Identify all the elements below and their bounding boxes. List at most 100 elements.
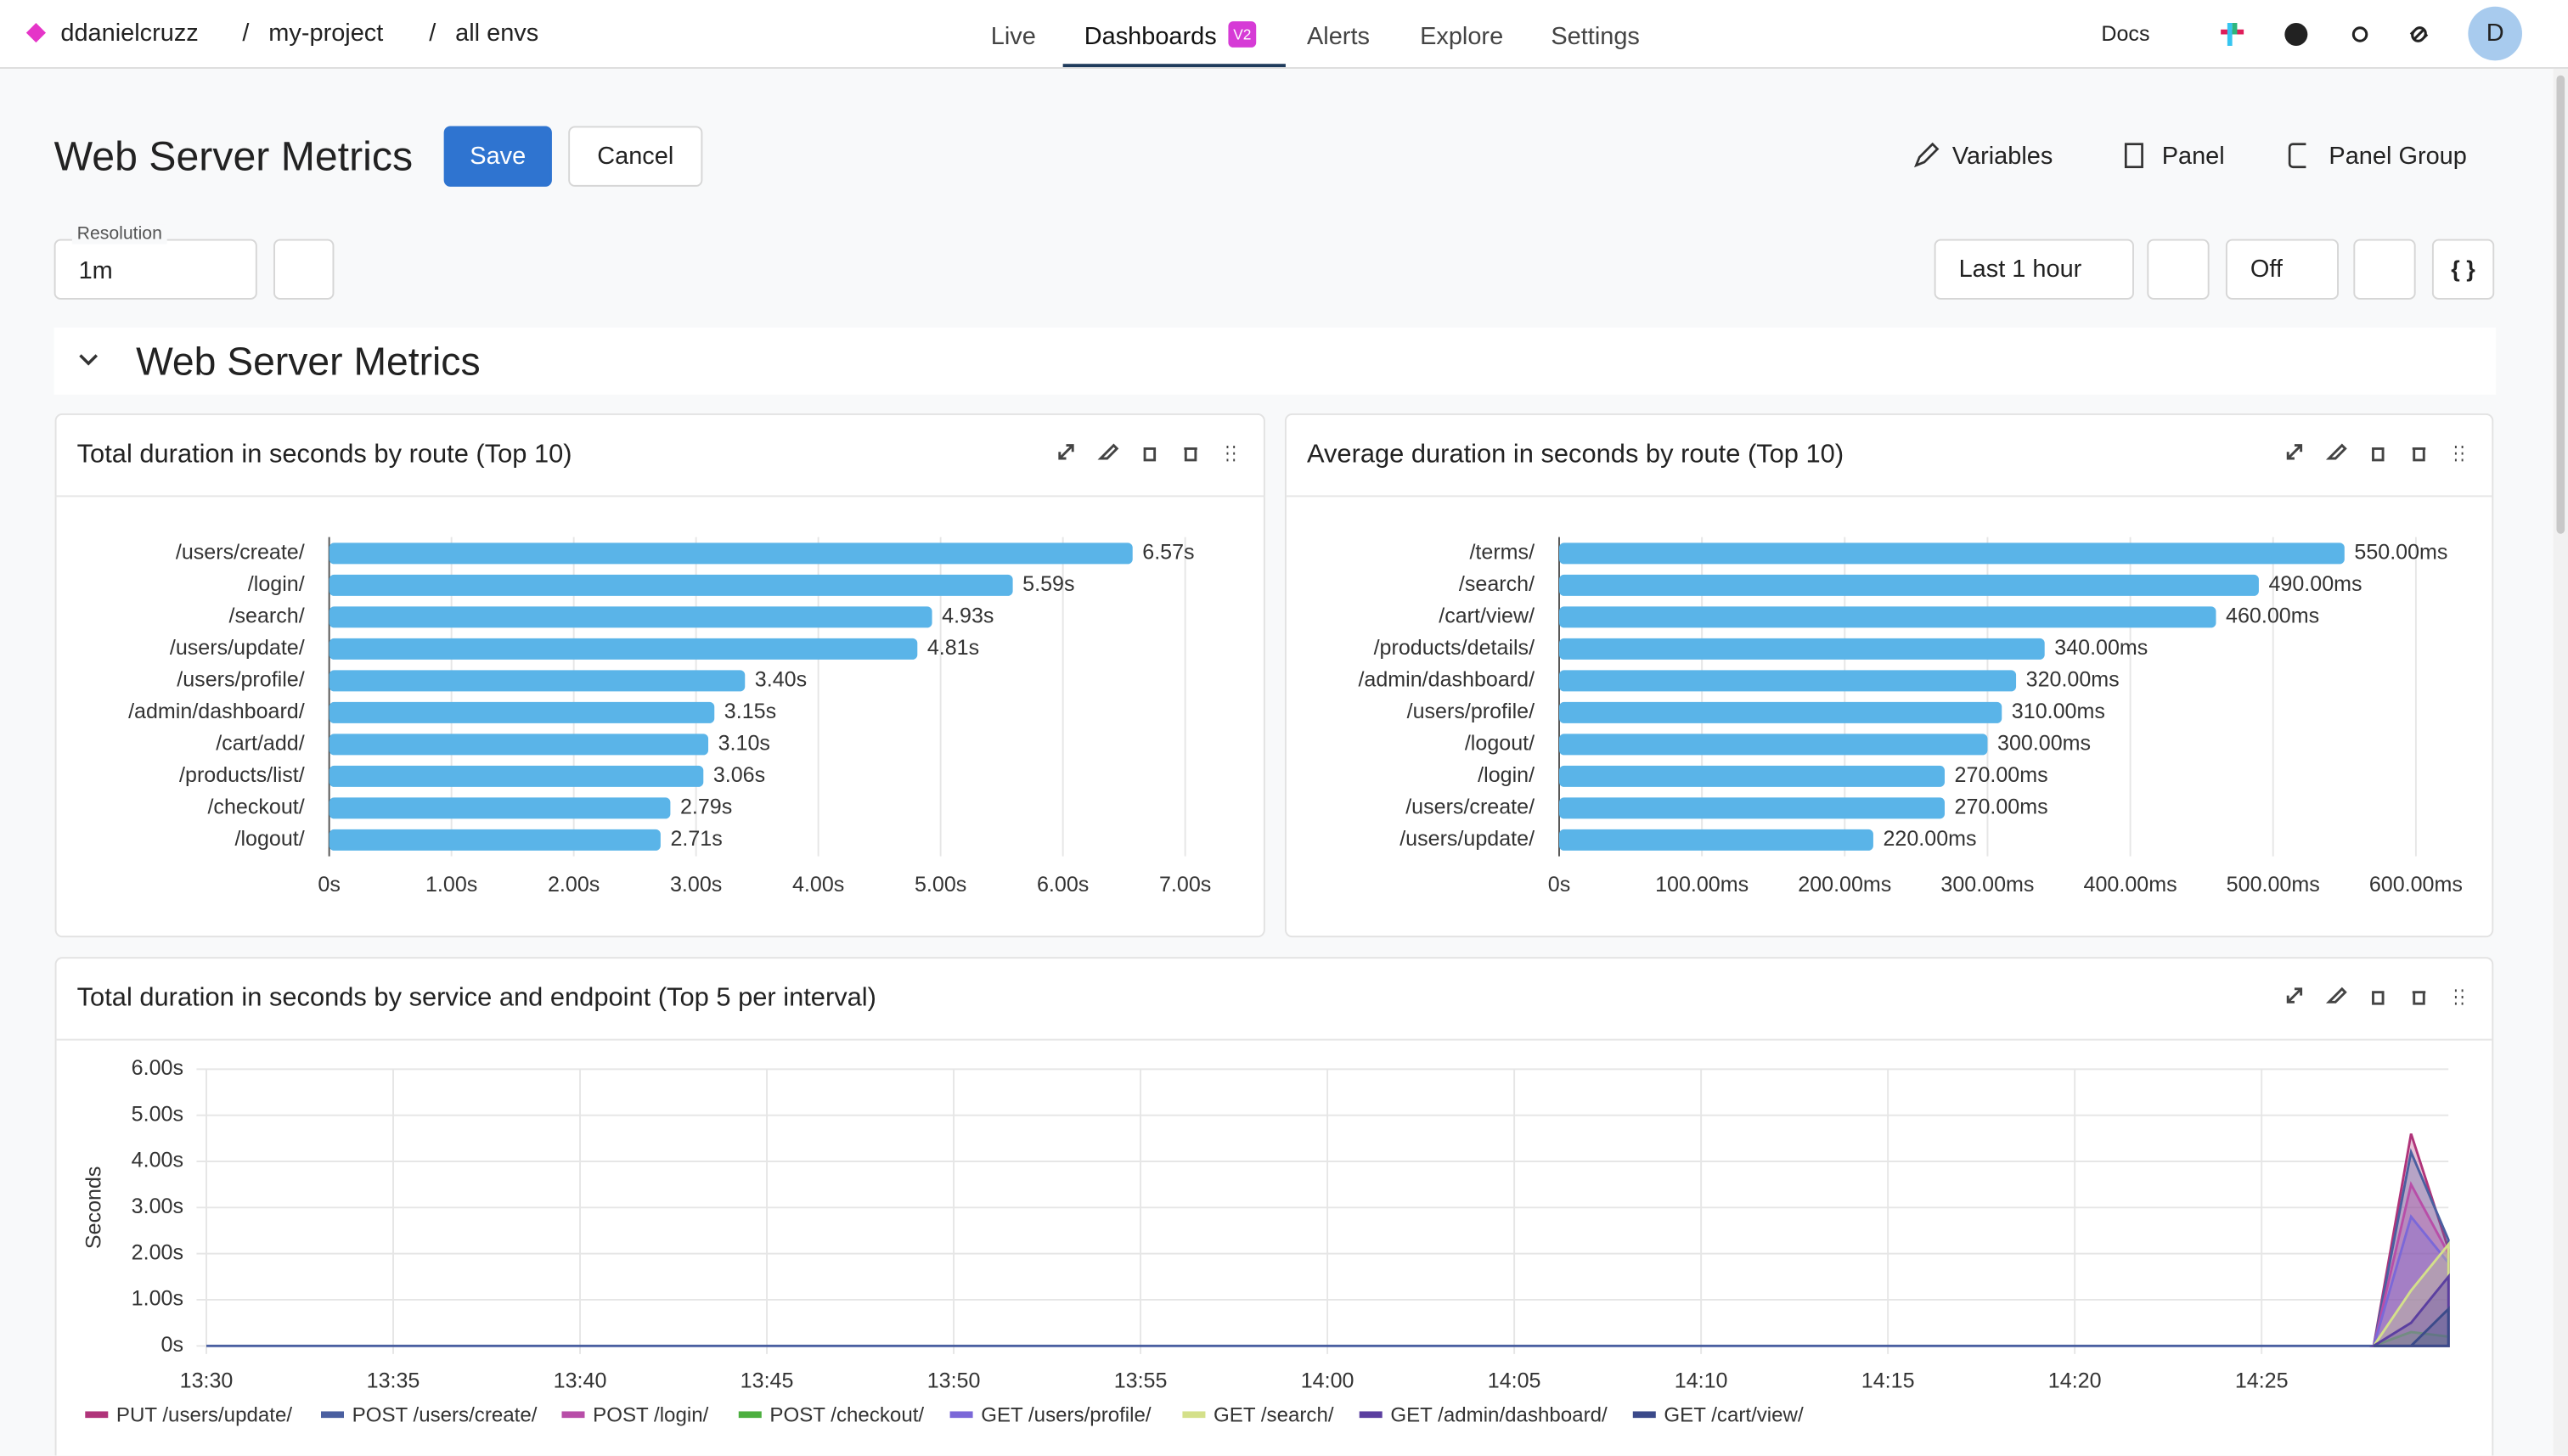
resolution-select[interactable] xyxy=(54,239,257,300)
refresh-button[interactable] xyxy=(2147,239,2210,300)
value-label: 4.81s xyxy=(927,636,979,660)
bar xyxy=(1558,606,2216,628)
legend-label[interactable]: GET /admin/dashboard/ xyxy=(1390,1404,1608,1427)
panel-action-icon[interactable] xyxy=(2454,989,2464,1005)
x-tick-label: 0s xyxy=(1548,873,1570,897)
x-tick-label: 14:00 xyxy=(1301,1369,1354,1392)
link-icon[interactable] xyxy=(2409,26,2429,42)
dashboard-title: Web Server Metrics xyxy=(54,134,414,181)
header-icons xyxy=(2221,22,2429,46)
panel-action-icon[interactable] xyxy=(2325,443,2347,460)
panel-action-icon[interactable] xyxy=(2325,987,2347,1003)
x-tick-label: 4.00s xyxy=(792,873,844,897)
x-tick-label: 5.00s xyxy=(915,873,966,897)
panel-action-icon[interactable] xyxy=(1058,444,1074,460)
y-axis-title: Seconds xyxy=(82,1166,105,1250)
panel-action-icon[interactable] xyxy=(1143,447,1157,462)
legend-swatch xyxy=(949,1411,973,1419)
top-bar xyxy=(0,0,2568,69)
bar xyxy=(329,765,704,787)
variables-button[interactable]: Variables xyxy=(1951,142,2053,171)
auto-refresh-select[interactable]: Off xyxy=(2225,239,2339,300)
legend-swatch xyxy=(320,1411,344,1419)
y-tick-label: /cart/view/ xyxy=(1439,604,1535,627)
bar xyxy=(1558,765,1945,787)
panel-group-button[interactable]: Panel Group xyxy=(2329,142,2467,171)
x-tick-label: 100.00ms xyxy=(1655,873,1749,897)
cancel-button[interactable]: Cancel xyxy=(568,126,703,187)
value-label: 2.71s xyxy=(670,827,722,851)
y-tick-label: /logout/ xyxy=(234,827,304,851)
nav-link[interactable]: Alerts xyxy=(1306,22,1370,51)
y-tick-label: 1.00s xyxy=(132,1287,183,1311)
logo xyxy=(25,22,46,43)
bar xyxy=(329,670,746,692)
value-label: 490.00ms xyxy=(2268,572,2362,596)
theme-icon[interactable] xyxy=(2351,26,2368,42)
panel-action-icon[interactable] xyxy=(2372,447,2385,462)
legend-label[interactable]: POST /login/ xyxy=(593,1404,708,1427)
save-button[interactable]: Save xyxy=(443,126,552,187)
y-tick-label: /users/profile/ xyxy=(177,667,304,691)
y-tick-label: /login/ xyxy=(1478,763,1535,787)
bar xyxy=(329,829,661,851)
panel-action-icon[interactable] xyxy=(1097,443,1119,460)
panel-action-icon[interactable] xyxy=(2372,991,2385,1005)
x-tick-label: 400.00ms xyxy=(2084,873,2177,897)
github-icon[interactable] xyxy=(2284,22,2308,46)
panel-button[interactable]: Panel xyxy=(2161,142,2225,171)
slack-icon[interactable] xyxy=(2221,22,2244,46)
legend-label[interactable]: POST /users/create/ xyxy=(352,1404,538,1427)
panel-action-icon[interactable] xyxy=(1226,446,1236,462)
toolbar-icons xyxy=(1914,142,2306,169)
y-tick-label: /login/ xyxy=(248,572,305,596)
y-tick-label: 2.00s xyxy=(132,1240,183,1264)
value-label: 460.00ms xyxy=(2226,604,2319,627)
time-range-picker[interactable]: Last 1 hour xyxy=(1934,239,2134,300)
x-tick-label: 14:25 xyxy=(2235,1369,2289,1392)
panel-action-icon[interactable] xyxy=(2286,444,2303,460)
value-label: 6.57s xyxy=(1142,540,1194,564)
collapse-icon[interactable] xyxy=(77,352,100,368)
env-selector[interactable]: all envs xyxy=(455,20,539,48)
value-label: 3.15s xyxy=(724,700,776,723)
bar xyxy=(329,606,932,628)
nav-link[interactable]: Live xyxy=(990,22,1036,51)
legend-label[interactable]: PUT /users/update/ xyxy=(116,1404,292,1427)
download-button[interactable] xyxy=(2353,239,2416,300)
value-label: 4.93s xyxy=(942,604,994,627)
x-tick-label: 7.00s xyxy=(1159,873,1211,897)
json-button[interactable]: { } xyxy=(2431,239,2495,300)
nav-link[interactable]: Settings xyxy=(1551,22,1640,51)
group-header xyxy=(54,327,2497,395)
legend-label[interactable]: GET /cart/view/ xyxy=(1664,1404,1804,1427)
docs-link[interactable]: Docs xyxy=(2101,21,2150,46)
legend-label[interactable]: GET /search/ xyxy=(1214,1404,1334,1427)
avatar[interactable]: D xyxy=(2468,6,2522,61)
x-tick-label: 14:20 xyxy=(2048,1369,2102,1392)
panel-action-icon[interactable] xyxy=(2412,447,2426,462)
panel-action-icon[interactable] xyxy=(1184,447,1197,462)
legend-label[interactable]: GET /users/profile/ xyxy=(981,1404,1152,1427)
panel-action-icon[interactable] xyxy=(2412,991,2426,1005)
separator: / xyxy=(429,20,436,48)
y-tick-label: /logout/ xyxy=(1465,731,1535,755)
legend-swatch xyxy=(738,1411,762,1419)
y-tick-label: /search/ xyxy=(1459,572,1535,596)
org-selector[interactable]: ddanielcruzz xyxy=(60,20,199,48)
panel-title: Total duration in seconds by route (Top … xyxy=(77,438,572,468)
badge: V2 xyxy=(1228,21,1257,48)
bar xyxy=(1558,542,2345,565)
area xyxy=(2374,1306,2450,1347)
legend-label[interactable]: POST /checkout/ xyxy=(769,1404,924,1427)
panel-action-icon[interactable] xyxy=(2286,987,2303,1003)
y-tick-label: 4.00s xyxy=(132,1149,183,1172)
pin-button[interactable] xyxy=(273,239,335,300)
project-selector[interactable]: my-project xyxy=(268,20,384,48)
nav-link[interactable]: Dashboards xyxy=(1084,22,1217,51)
nav-link[interactable]: Explore xyxy=(1420,22,1504,51)
y-tick-label: /products/list/ xyxy=(179,763,305,787)
active-tab-indicator xyxy=(1062,64,1286,68)
panel-action-icon[interactable] xyxy=(2454,446,2464,462)
